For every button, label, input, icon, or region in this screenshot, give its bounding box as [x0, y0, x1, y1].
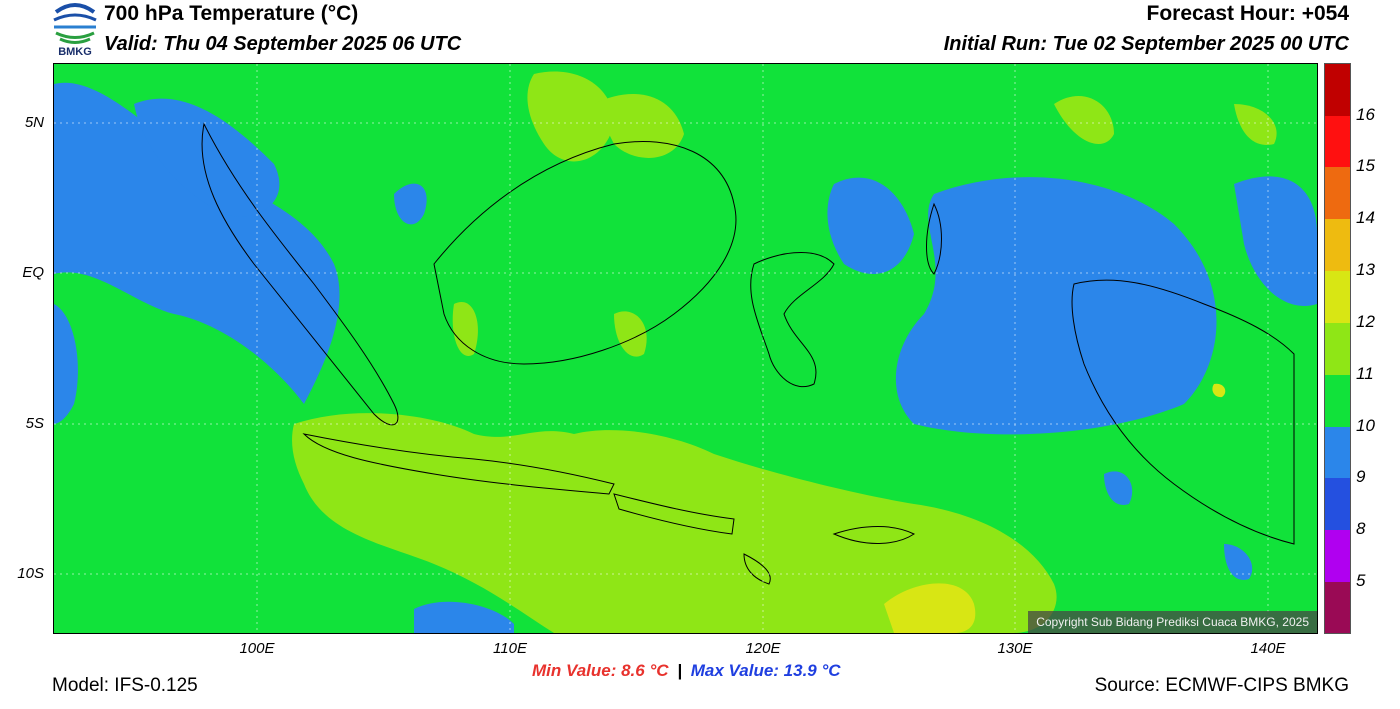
model-label: Model: IFS-0.125: [52, 675, 198, 696]
cb-seg-6: [1325, 375, 1350, 427]
lat-label-5n: 5N: [24, 114, 44, 131]
map-title: 700 hPa Temperature (°C): [104, 2, 359, 25]
max-value: Max Value: 13.9 °C: [690, 661, 841, 680]
lon-label-140e: 140E: [1250, 640, 1286, 657]
grid-lines: [54, 64, 1317, 633]
cb-label-15: 15: [1356, 156, 1375, 175]
lon-label-130e: 130E: [997, 640, 1033, 657]
cb-seg-10: [1325, 582, 1350, 633]
cb-label-14: 14: [1356, 208, 1375, 227]
lat-label-10s: 10S: [17, 565, 44, 582]
source-label: Source: ECMWF-CIPS BMKG: [1094, 675, 1349, 696]
cb-seg-4: [1325, 271, 1350, 323]
min-value: Min Value: 8.6 °C: [532, 661, 669, 680]
lat-label-eq: EQ: [22, 264, 44, 281]
copyright-notice: Copyright Sub Bidang Prediksi Cuaca BMKG…: [1028, 611, 1317, 633]
lat-label-5s: 5S: [25, 415, 44, 432]
cb-seg-7: [1325, 427, 1350, 478]
coastlines: [201, 122, 1295, 585]
cb-seg-5: [1325, 323, 1350, 375]
cb-seg-1: [1325, 116, 1350, 167]
lon-label-120e: 120E: [745, 640, 781, 657]
cb-seg-3: [1325, 219, 1350, 271]
cb-label-16: 16: [1356, 105, 1375, 124]
temperature-colorbar: [1324, 63, 1351, 634]
cb-label-5: 5: [1356, 571, 1366, 590]
cb-label-10: 10: [1356, 416, 1375, 435]
min-max-values: Min Value: 8.6 °C | Max Value: 13.9 °C: [532, 661, 841, 681]
temperature-field: [54, 64, 1317, 633]
initial-run: Initial Run: Tue 02 September 2025 00 UT…: [943, 33, 1349, 55]
logo-text: BMKG: [58, 46, 92, 58]
forecast-hour: Forecast Hour: +054: [1146, 2, 1350, 25]
cb-label-11: 11: [1356, 364, 1374, 383]
bmkg-logo: BMKG: [52, 2, 98, 60]
cb-label-13: 13: [1356, 260, 1375, 279]
cb-seg-0: [1325, 64, 1350, 116]
cb-label-12: 12: [1356, 312, 1375, 331]
cb-seg-9: [1325, 530, 1350, 582]
valid-time: Valid: Thu 04 September 2025 06 UTC: [104, 33, 462, 55]
cb-label-8: 8: [1356, 519, 1366, 538]
value-separator: |: [677, 661, 683, 680]
temperature-map[interactable]: Copyright Sub Bidang Prediksi Cuaca BMKG…: [53, 63, 1318, 634]
cb-label-9: 9: [1356, 467, 1366, 486]
lon-label-110e: 110E: [493, 640, 527, 657]
cb-seg-2: [1325, 167, 1350, 219]
hot-regions: [884, 383, 1226, 633]
cb-seg-8: [1325, 478, 1350, 530]
lon-label-100e: 100E: [239, 640, 275, 657]
